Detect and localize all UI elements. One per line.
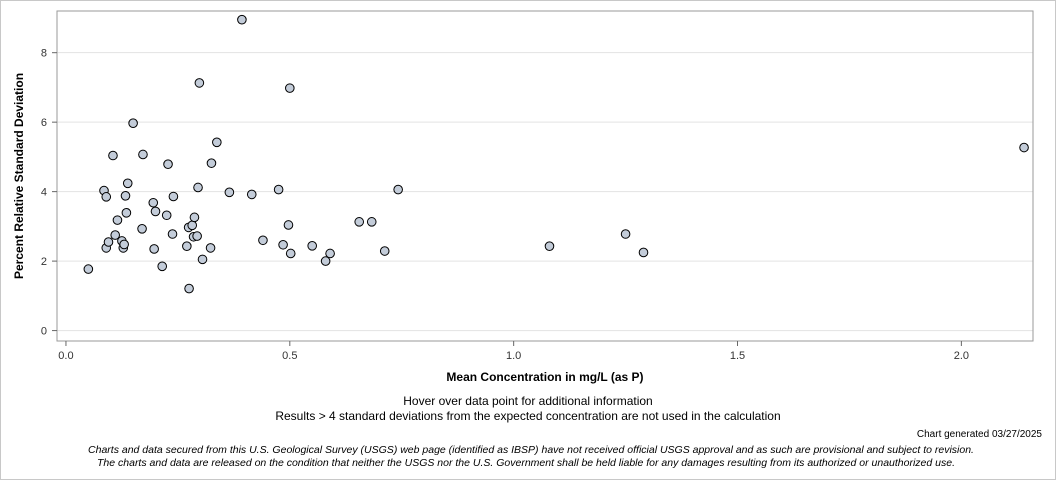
chart-generated-date: Chart generated 03/27/2025 — [916, 429, 1042, 440]
data-point[interactable] — [167, 229, 178, 239]
data-point[interactable] — [112, 215, 123, 225]
data-point[interactable] — [101, 192, 112, 202]
data-point[interactable] — [168, 191, 179, 202]
results-note: Results > 4 standard deviations from the… — [275, 409, 781, 423]
y-tick-label: 0 — [41, 326, 47, 338]
y-axis-title: Percent Relative Standard Deviation — [12, 73, 26, 279]
data-point[interactable] — [212, 137, 222, 148]
y-tick-label: 4 — [41, 187, 47, 199]
data-point[interactable] — [283, 220, 294, 230]
disclaimer-line-2: The charts and data are released on the … — [97, 457, 955, 469]
data-point[interactable] — [320, 256, 331, 266]
data-point[interactable] — [278, 239, 288, 250]
data-point[interactable] — [182, 241, 192, 251]
data-point[interactable] — [206, 158, 217, 168]
data-point[interactable] — [184, 283, 194, 294]
y-tick-label: 6 — [41, 117, 47, 129]
data-point[interactable] — [192, 231, 202, 241]
data-point[interactable] — [120, 191, 131, 201]
data-point[interactable] — [138, 149, 148, 160]
x-tick-label: 1.5 — [730, 350, 745, 362]
data-point[interactable] — [157, 261, 168, 272]
data-point[interactable] — [122, 178, 133, 189]
gridlines — [57, 52, 1033, 332]
data-point[interactable] — [237, 14, 247, 25]
data-point[interactable] — [163, 159, 173, 169]
data-point[interactable] — [149, 244, 159, 254]
hover-note: Hover over data point for additional inf… — [403, 394, 653, 408]
data-point[interactable] — [197, 254, 208, 265]
disclaimer-line-1: Charts and data secured from this U.S. G… — [88, 444, 974, 456]
data-point[interactable] — [307, 241, 317, 251]
data-point[interactable] — [128, 118, 138, 128]
plot-area — [56, 10, 1034, 342]
data-point[interactable] — [103, 237, 114, 247]
data-point[interactable] — [137, 224, 147, 234]
y-tick-label: 2 — [41, 256, 47, 268]
data-point[interactable] — [258, 235, 268, 246]
data-point[interactable] — [224, 187, 235, 198]
data-point[interactable] — [393, 184, 403, 195]
data-point[interactable] — [273, 184, 284, 195]
x-tick-label: 1.0 — [506, 350, 521, 362]
data-point[interactable] — [110, 230, 121, 240]
data-point[interactable] — [1019, 142, 1029, 153]
data-point[interactable] — [246, 189, 257, 200]
data-point[interactable] — [205, 243, 216, 253]
data-point[interactable] — [194, 78, 205, 88]
data-point[interactable] — [620, 229, 631, 239]
data-point[interactable] — [108, 150, 118, 161]
data-point[interactable] — [187, 220, 198, 231]
data-point[interactable] — [161, 210, 172, 221]
data-point[interactable] — [189, 212, 200, 223]
data-point[interactable] — [285, 83, 295, 93]
y-axis-ticks: 0 2 4 6 8 — [41, 48, 57, 338]
data-point[interactable] — [119, 239, 129, 250]
x-tick-label: 2.0 — [954, 350, 969, 362]
data-point[interactable] — [83, 264, 94, 274]
data-point[interactable] — [193, 182, 203, 193]
data-point[interactable] — [148, 197, 159, 208]
data-point[interactable] — [325, 248, 335, 259]
data-point[interactable] — [150, 206, 161, 217]
data-point[interactable] — [544, 241, 555, 251]
data-point[interactable] — [121, 208, 132, 218]
x-axis-ticks: 0.0 0.5 1.0 1.5 2.0 — [58, 341, 969, 362]
x-axis-title: Mean Concentration in mg/L (as P) — [446, 370, 643, 384]
y-tick-label: 8 — [41, 48, 47, 60]
data-point[interactable] — [354, 217, 365, 227]
data-point[interactable] — [366, 217, 377, 227]
x-tick-label: 0.0 — [58, 350, 73, 362]
data-points — [83, 14, 1029, 294]
x-tick-label: 0.5 — [282, 350, 297, 362]
data-point[interactable] — [285, 248, 296, 259]
data-point[interactable] — [638, 247, 649, 258]
data-point[interactable] — [379, 246, 390, 256]
